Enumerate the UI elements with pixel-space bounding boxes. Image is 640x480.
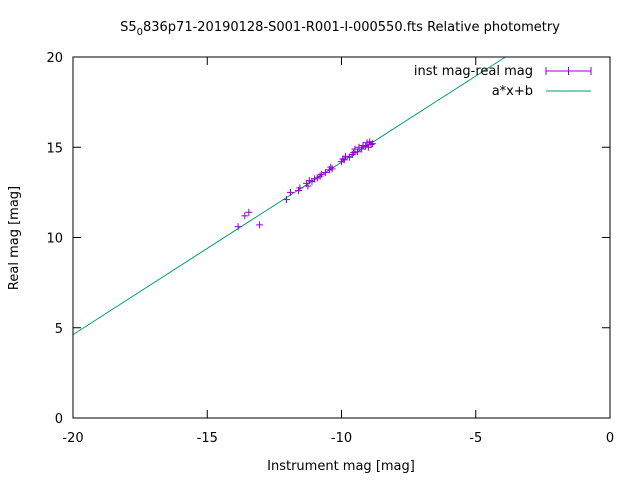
- x-axis-label: Instrument mag [mag]: [267, 459, 415, 474]
- data-point: [256, 221, 264, 229]
- y-tick-label: 20: [46, 51, 63, 66]
- data-point: [304, 182, 312, 190]
- data-point: [316, 172, 324, 180]
- y-axis-label: Real mag [mag]: [7, 186, 22, 290]
- data-point: [342, 152, 350, 160]
- data-point: [358, 145, 366, 153]
- fit-line: [72, 56, 506, 336]
- legend: inst mag-real mag a*x+b: [414, 64, 592, 99]
- plot-area: [72, 56, 506, 336]
- data-point: [368, 140, 376, 148]
- legend-sample-points: [545, 67, 592, 75]
- data-point: [296, 184, 304, 192]
- data-point: [328, 165, 336, 173]
- data-point: [321, 169, 329, 177]
- y-tick-label: 15: [46, 141, 63, 156]
- data-point: [340, 156, 348, 164]
- legend-label-points: inst mag-real mag: [414, 64, 533, 79]
- data-point: [350, 149, 358, 157]
- chart-title-prefix: S5: [120, 20, 137, 35]
- x-tick-label: -10: [331, 431, 352, 446]
- chart-title: S50836p71-20190128-S001-R001-I-000550.ft…: [120, 20, 560, 38]
- x-axis: -20 -15 -10 -5 0: [62, 57, 614, 446]
- x-tick-label: -20: [62, 431, 83, 446]
- data-point: [354, 148, 362, 156]
- chart-title-subscript: 0: [137, 27, 143, 38]
- y-tick-label: 0: [55, 412, 63, 427]
- chart-title-suffix: 836p71-20190128-S001-R001-I-000550.fts R…: [143, 20, 560, 35]
- data-point: [234, 223, 242, 231]
- data-point: [348, 150, 356, 158]
- plot-border: [72, 56, 611, 419]
- x-tick-label: -15: [197, 431, 218, 446]
- data-point: [317, 170, 325, 178]
- y-tick-label: 10: [46, 232, 63, 247]
- data-point: [327, 163, 335, 171]
- x-tick-label: -5: [469, 431, 482, 446]
- y-axis: 0 5 10 15 20: [46, 51, 610, 427]
- data-point: [286, 188, 294, 196]
- data-point: [282, 196, 290, 204]
- legend-label-fit: a*x+b: [492, 84, 533, 99]
- data-point: [241, 212, 249, 220]
- x-tick-label: 0: [606, 431, 614, 446]
- y-tick-label: 5: [55, 322, 63, 337]
- data-point: [245, 208, 253, 216]
- data-point: [367, 141, 375, 149]
